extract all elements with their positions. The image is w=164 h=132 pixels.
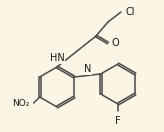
Text: F: F bbox=[115, 116, 121, 126]
Text: O: O bbox=[112, 38, 120, 48]
Text: N: N bbox=[84, 65, 91, 74]
Text: Cl: Cl bbox=[125, 7, 134, 17]
Text: NO₂: NO₂ bbox=[12, 100, 30, 109]
Text: HN: HN bbox=[50, 53, 65, 63]
